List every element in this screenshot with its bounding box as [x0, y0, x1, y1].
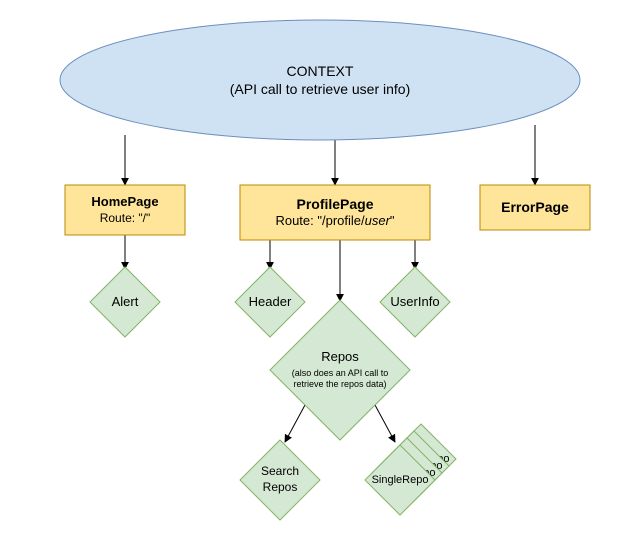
repos-label: Repos(also does an API call to retrieve … — [285, 335, 395, 405]
header-label: Header — [235, 292, 305, 312]
profilepage-label: ProfilePageRoute: "/profile/user" — [240, 185, 430, 240]
context-label: CONTEXT(API call to retrieve user info) — [120, 55, 520, 105]
errorpage-label: ErrorPage — [480, 185, 590, 230]
diagram-canvas: CONTEXT(API call to retrieve user info) H… — [0, 0, 641, 544]
homepage-label: HomePageRoute: "/" — [65, 185, 185, 235]
userinfo-label: UserInfo — [380, 292, 450, 312]
edge-repos-singlerepo — [375, 405, 395, 442]
alert-label: Alert — [90, 292, 160, 312]
edge-repos-searchrepos — [285, 405, 305, 442]
searchrepos-label: SearchRepos — [240, 464, 320, 496]
singlerepo-label-0: SingleRepo — [360, 472, 440, 488]
